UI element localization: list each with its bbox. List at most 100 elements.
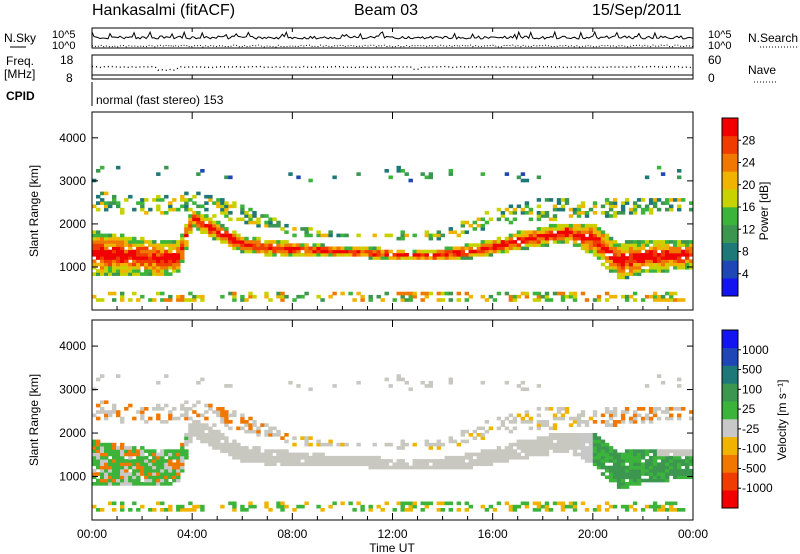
velocity-cell bbox=[264, 430, 268, 434]
velocity-cell bbox=[176, 466, 180, 470]
velocity-cell bbox=[537, 453, 541, 457]
power-cell bbox=[377, 250, 381, 254]
power-cell bbox=[625, 250, 629, 254]
power-cell bbox=[645, 256, 649, 260]
power-cell bbox=[445, 250, 449, 254]
velocity-cell bbox=[252, 453, 256, 457]
velocity-cell bbox=[92, 443, 96, 447]
power-cell bbox=[128, 298, 132, 302]
power-cell bbox=[641, 198, 645, 202]
power-colorbar-segment bbox=[722, 136, 738, 154]
power-cell bbox=[533, 230, 537, 234]
velocity-cell bbox=[589, 443, 593, 447]
power-cell bbox=[128, 250, 132, 254]
power-cell bbox=[409, 298, 413, 302]
velocity-cell bbox=[168, 462, 172, 466]
power-cell bbox=[160, 272, 164, 276]
velocity-cell bbox=[160, 462, 164, 466]
velocity-cell bbox=[385, 502, 389, 506]
velocity-cell bbox=[517, 443, 521, 447]
power-cell bbox=[469, 253, 473, 257]
power-cell bbox=[176, 266, 180, 270]
power-cell bbox=[661, 172, 665, 176]
power-colorbar-label: 16 bbox=[742, 200, 756, 214]
velocity-cell bbox=[621, 505, 625, 509]
power-cell bbox=[352, 247, 356, 251]
power-cell bbox=[140, 237, 144, 241]
velocity-cell bbox=[605, 459, 609, 463]
power-cell bbox=[308, 250, 312, 254]
power-cell bbox=[581, 240, 585, 244]
velocity-cell bbox=[645, 417, 649, 421]
velocity-cell bbox=[108, 482, 112, 486]
velocity-cell bbox=[637, 479, 641, 483]
velocity-cell bbox=[164, 466, 168, 470]
velocity-cell bbox=[649, 459, 653, 463]
power-cell bbox=[585, 247, 589, 251]
power-cell bbox=[196, 227, 200, 231]
velocity-cell bbox=[144, 462, 148, 466]
velocity-cell bbox=[381, 508, 385, 512]
velocity-cell bbox=[272, 433, 276, 437]
power-cell bbox=[625, 198, 629, 202]
velocity-cell bbox=[96, 472, 100, 476]
velocity-cell bbox=[569, 446, 573, 450]
velocity-cell bbox=[381, 462, 385, 466]
velocity-cell bbox=[140, 456, 144, 460]
velocity-cell bbox=[152, 466, 156, 470]
power-cell bbox=[593, 230, 597, 234]
power-cell bbox=[557, 240, 561, 244]
power-cell bbox=[328, 230, 332, 234]
velocity-cell bbox=[369, 459, 373, 463]
velocity-cell bbox=[625, 475, 629, 479]
velocity-cell bbox=[248, 453, 252, 457]
velocity-cell bbox=[120, 449, 124, 453]
velocity-cell bbox=[441, 459, 445, 463]
velocity-cell bbox=[445, 459, 449, 463]
power-cell bbox=[665, 253, 669, 257]
velocity-cell bbox=[104, 443, 108, 447]
velocity-cell bbox=[232, 440, 236, 444]
velocity-cell bbox=[489, 427, 493, 431]
power-cell bbox=[437, 234, 441, 238]
velocity-cell bbox=[553, 427, 557, 431]
velocity-cell bbox=[557, 433, 561, 437]
power-cell bbox=[200, 218, 204, 222]
power-cell bbox=[477, 243, 481, 247]
power-cell bbox=[348, 247, 352, 251]
power-cell bbox=[268, 221, 272, 225]
power-cell bbox=[272, 240, 276, 244]
power-cell bbox=[120, 292, 124, 296]
power-cell bbox=[248, 250, 252, 254]
power-cell bbox=[657, 256, 661, 260]
power-cell bbox=[421, 253, 425, 257]
power-cell bbox=[653, 250, 657, 254]
velocity-cell bbox=[192, 430, 196, 434]
power-cell bbox=[220, 208, 224, 212]
velocity-cell bbox=[585, 456, 589, 460]
power-cell bbox=[208, 234, 212, 238]
power-cell bbox=[577, 234, 581, 238]
power-cell bbox=[385, 234, 389, 238]
velocity-cell bbox=[276, 449, 280, 453]
velocity-cell bbox=[601, 443, 605, 447]
power-cell bbox=[485, 240, 489, 244]
velocity-cell bbox=[581, 440, 585, 444]
velocity-cell bbox=[593, 440, 597, 444]
velocity-cell bbox=[192, 404, 196, 408]
velocity-cell bbox=[557, 443, 561, 447]
velocity-cell bbox=[104, 475, 108, 479]
velocity-cell bbox=[116, 449, 120, 453]
velocity-cell bbox=[421, 502, 425, 506]
velocity-cell bbox=[360, 505, 364, 509]
power-cell bbox=[653, 247, 657, 251]
power-cell bbox=[116, 247, 120, 251]
power-cell bbox=[537, 240, 541, 244]
power-cell bbox=[613, 198, 617, 202]
power-cell bbox=[132, 272, 136, 276]
velocity-colorbar-label: 500 bbox=[742, 363, 762, 377]
velocity-cell bbox=[589, 433, 593, 437]
velocity-cell bbox=[272, 456, 276, 460]
power-cell bbox=[320, 247, 324, 251]
velocity-cell bbox=[148, 508, 152, 512]
